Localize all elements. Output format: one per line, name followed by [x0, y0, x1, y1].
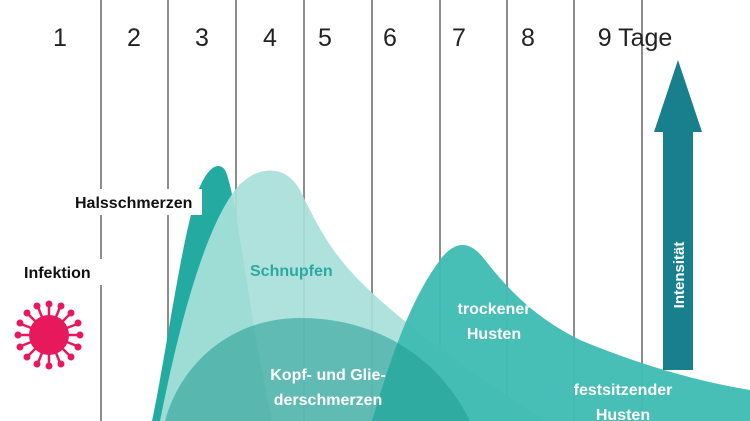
intensity-label: Intensität — [671, 242, 688, 309]
wet-cough-label-line2: Husten — [596, 407, 650, 421]
day-gridlines — [100, 0, 643, 421]
day-label: 9 Tage — [598, 24, 673, 52]
day-label: 5 — [318, 24, 332, 52]
dry-cough-label-line2: Husten — [467, 326, 521, 343]
day-label: 6 — [383, 24, 397, 52]
day-label: 7 — [452, 24, 466, 52]
wet-cough-label-line1: festsitzender — [574, 382, 673, 399]
day-label: 2 — [127, 24, 141, 52]
day-labels: 1 2 3 4 5 6 7 8 9 Tage — [53, 24, 672, 52]
aches-label-line1: Kopf- und Glie- — [270, 367, 386, 384]
infection-label: Infektion — [24, 265, 91, 282]
aches-label-line2: derschmerzen — [274, 392, 383, 409]
sore-throat-label-bg — [70, 189, 202, 215]
day-label: 4 — [263, 24, 277, 52]
up-arrow-icon — [654, 60, 702, 370]
dry-cough-label-line1: trockener — [458, 301, 531, 318]
cough-curve — [372, 245, 750, 421]
aches-curve — [165, 318, 470, 421]
virus-icon — [14, 300, 84, 370]
day-label: 1 — [53, 24, 67, 52]
day-label: 8 — [521, 24, 535, 52]
infection-label-bg — [20, 259, 104, 285]
sore-throat-label: Halsschmerzen — [75, 195, 192, 212]
day-label: 3 — [195, 24, 209, 52]
cold-label: Schnupfen — [250, 263, 333, 280]
